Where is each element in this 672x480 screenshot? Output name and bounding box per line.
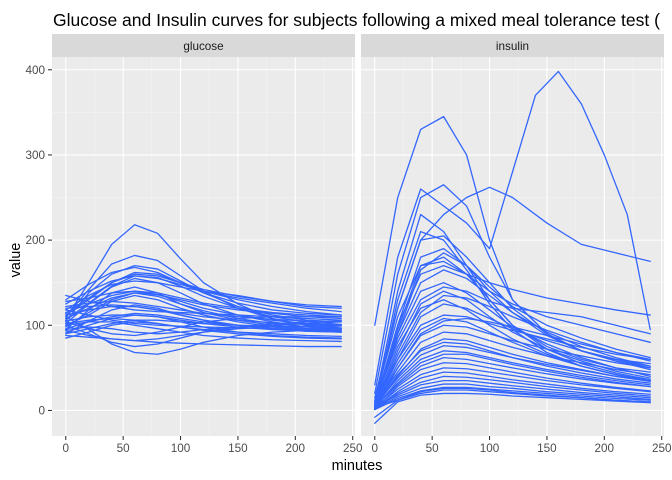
chart-title: Glucose and Insulin curves for subjects … bbox=[53, 10, 660, 30]
series-line-insulin-22 bbox=[374, 356, 651, 408]
x-tick-label: 150 bbox=[228, 442, 248, 455]
series-line-insulin-27 bbox=[374, 379, 651, 408]
y-tick-label: 0 bbox=[38, 404, 45, 417]
x-tick-label: 100 bbox=[171, 442, 191, 455]
x-tick-label: 0 bbox=[63, 442, 70, 455]
series-group bbox=[65, 224, 342, 355]
facet-strip bbox=[52, 34, 355, 57]
series-line-insulin-36 bbox=[374, 317, 651, 410]
series-line-insulin-34 bbox=[374, 265, 651, 405]
series-line-insulin-37 bbox=[374, 341, 651, 406]
series-line-insulin-21 bbox=[374, 350, 651, 410]
series-line-insulin-25 bbox=[374, 371, 651, 410]
x-tick-label: 250 bbox=[343, 442, 363, 455]
y-tick-label: 400 bbox=[25, 64, 45, 77]
x-tick-label: 150 bbox=[537, 442, 557, 455]
series-line-insulin-39 bbox=[374, 230, 651, 407]
series-line-glucose-32 bbox=[65, 273, 342, 315]
series-line-glucose-33 bbox=[65, 321, 342, 343]
series-line-glucose-35 bbox=[65, 324, 342, 342]
series-line-glucose-8 bbox=[65, 290, 342, 326]
series-line-insulin-20 bbox=[374, 345, 651, 406]
series-line-insulin-8 bbox=[374, 260, 651, 401]
series-line-glucose-22 bbox=[65, 275, 342, 313]
x-axis-title: minutes bbox=[332, 458, 383, 474]
y-tick-label: 100 bbox=[25, 319, 45, 332]
series-line-insulin-10 bbox=[374, 286, 651, 403]
facet-glucose: glucose 0 50 100 150 200 250 0 100 200 300 400 bbox=[25, 34, 363, 455]
series-line-insulin-38 bbox=[374, 353, 651, 409]
series-line-insulin-18 bbox=[374, 331, 651, 405]
series-line-insulin-23 bbox=[374, 362, 651, 411]
panel-background bbox=[52, 57, 355, 436]
y-axis-title: value bbox=[8, 243, 24, 278]
series-line-insulin-12 bbox=[374, 282, 651, 405]
x-tick-label: 0 bbox=[372, 442, 379, 455]
series-line-insulin-28 bbox=[374, 383, 651, 410]
series-line-glucose-28 bbox=[65, 316, 342, 337]
series-line-glucose-20 bbox=[65, 292, 342, 330]
series-line-glucose-29 bbox=[65, 309, 342, 330]
series-line-insulin-15 bbox=[374, 314, 651, 403]
series-line-insulin-29 bbox=[374, 386, 651, 411]
y-tick-label: 300 bbox=[25, 149, 45, 162]
x-tick-label: 50 bbox=[117, 442, 131, 455]
series-line-insulin-2 bbox=[374, 70, 651, 386]
series-line-glucose-18 bbox=[65, 304, 342, 326]
series-line-glucose-25 bbox=[65, 305, 342, 333]
x-tick-label: 250 bbox=[652, 442, 672, 455]
series-line-insulin-24 bbox=[374, 367, 651, 409]
series-line-insulin-35 bbox=[374, 294, 651, 408]
series-line-glucose-16 bbox=[65, 316, 342, 355]
x-tick-label: 50 bbox=[426, 442, 440, 455]
series-line-insulin-13 bbox=[374, 303, 651, 409]
series-group bbox=[374, 70, 651, 424]
facet-strip-label: insulin bbox=[496, 40, 529, 53]
facet-insulin: insulin 0 50 100 150 200 250 bbox=[361, 34, 672, 455]
series-line-insulin-26 bbox=[374, 375, 651, 411]
x-tick-label: 100 bbox=[480, 442, 500, 455]
facet-strip-label: glucose bbox=[183, 40, 223, 53]
series-line-glucose-31 bbox=[65, 275, 342, 326]
y-tick-label: 200 bbox=[25, 234, 45, 247]
series-line-glucose-34 bbox=[65, 300, 342, 323]
x-tick-label: 200 bbox=[286, 442, 306, 455]
series-line-glucose-19 bbox=[65, 290, 342, 318]
x-tick-label: 200 bbox=[595, 442, 615, 455]
series-line-insulin-31 bbox=[374, 392, 651, 424]
series-line-insulin-40 bbox=[374, 256, 651, 410]
series-line-insulin-32 bbox=[374, 387, 651, 418]
facet-strip bbox=[361, 34, 664, 57]
facet-panels: glucose 0 50 100 150 200 250 0 100 200 300 400 insul… bbox=[25, 34, 672, 455]
